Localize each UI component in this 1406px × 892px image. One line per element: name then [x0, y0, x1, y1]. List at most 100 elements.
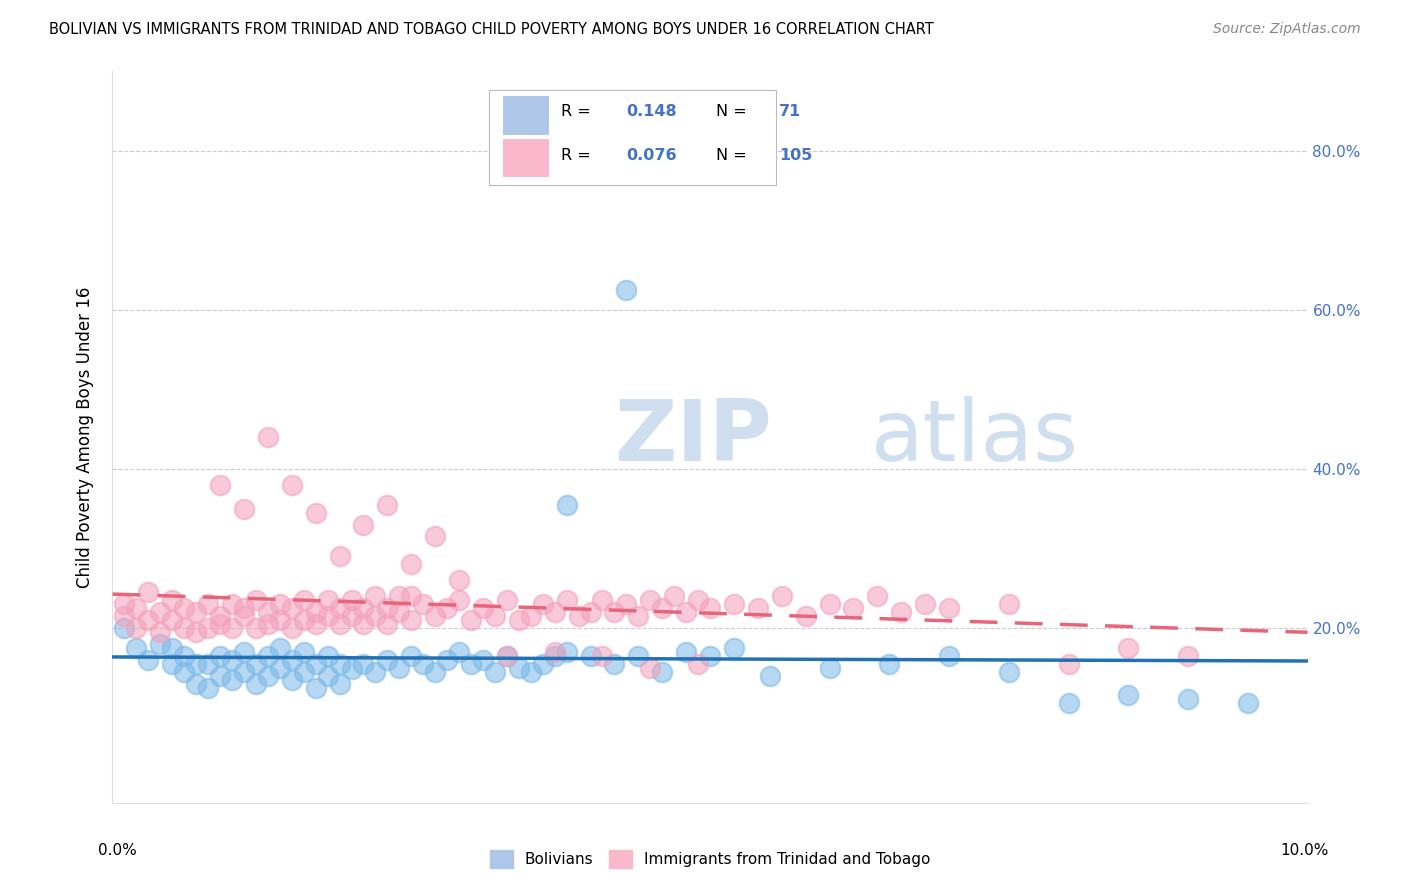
- Point: [221, 597, 243, 611]
- Text: 71: 71: [779, 103, 801, 119]
- Point: [340, 593, 363, 607]
- Point: [377, 653, 399, 667]
- Point: [364, 665, 387, 679]
- Point: [460, 613, 482, 627]
- Point: [149, 624, 172, 639]
- Text: 0.0%: 0.0%: [98, 843, 138, 858]
- Bar: [503, 96, 548, 135]
- Point: [377, 601, 399, 615]
- Point: [162, 613, 183, 627]
- Point: [257, 605, 280, 619]
- Text: 10.0%: 10.0%: [1281, 843, 1329, 858]
- Point: [543, 605, 565, 619]
- Point: [197, 681, 219, 695]
- Point: [401, 613, 423, 627]
- Point: [316, 668, 339, 682]
- Point: [531, 657, 554, 671]
- Point: [138, 585, 160, 599]
- Point: [138, 613, 160, 627]
- Point: [890, 605, 912, 619]
- Point: [305, 657, 328, 671]
- Point: [914, 597, 936, 611]
- Point: [233, 501, 256, 516]
- Point: [186, 624, 208, 639]
- Point: [508, 660, 530, 674]
- Point: [675, 645, 697, 659]
- Point: [221, 653, 243, 667]
- Point: [257, 668, 280, 682]
- Point: [484, 665, 506, 679]
- Point: [149, 605, 172, 619]
- Point: [412, 657, 434, 671]
- Point: [640, 593, 662, 607]
- Point: [472, 653, 495, 667]
- Point: [425, 529, 447, 543]
- Point: [292, 645, 315, 659]
- Bar: [489, 89, 776, 185]
- Point: [770, 589, 793, 603]
- Point: [496, 648, 519, 663]
- Point: [209, 609, 232, 624]
- Point: [699, 648, 721, 663]
- Point: [364, 609, 387, 624]
- Point: [377, 498, 399, 512]
- Point: [675, 605, 697, 619]
- Point: [329, 676, 352, 690]
- Text: 105: 105: [779, 148, 813, 163]
- Point: [460, 657, 482, 671]
- Point: [449, 645, 471, 659]
- Text: 0.148: 0.148: [627, 103, 678, 119]
- Point: [449, 573, 471, 587]
- Point: [209, 616, 232, 631]
- Point: [496, 648, 519, 663]
- Point: [281, 477, 304, 491]
- Point: [425, 665, 447, 679]
- Point: [257, 430, 280, 444]
- Point: [866, 589, 889, 603]
- Point: [436, 653, 458, 667]
- Point: [555, 645, 578, 659]
- Point: [723, 597, 745, 611]
- Point: [186, 605, 208, 619]
- Point: [353, 657, 375, 671]
- Point: [520, 665, 543, 679]
- Point: [281, 653, 304, 667]
- Point: [555, 593, 578, 607]
- Point: [688, 593, 710, 607]
- Point: [305, 681, 328, 695]
- Point: [186, 676, 208, 690]
- Point: [197, 621, 219, 635]
- Point: [316, 648, 339, 663]
- Point: [531, 597, 554, 611]
- Point: [353, 517, 375, 532]
- Point: [879, 657, 901, 671]
- Point: [1177, 648, 1199, 663]
- Point: [173, 601, 195, 615]
- Point: [592, 593, 614, 607]
- Point: [269, 613, 291, 627]
- Point: [818, 597, 841, 611]
- Point: [627, 648, 650, 663]
- Point: [627, 609, 650, 624]
- Point: [1118, 689, 1140, 703]
- Text: R =: R =: [561, 103, 596, 119]
- Point: [508, 613, 530, 627]
- Point: [340, 662, 363, 676]
- Point: [353, 601, 375, 615]
- Point: [592, 648, 614, 663]
- Point: [364, 589, 387, 603]
- Point: [292, 593, 315, 607]
- Point: [329, 657, 352, 671]
- Point: [938, 648, 960, 663]
- Point: [245, 593, 267, 607]
- Point: [221, 621, 243, 635]
- Point: [579, 648, 602, 663]
- Point: [221, 673, 243, 687]
- Point: [173, 648, 195, 663]
- Point: [938, 601, 960, 615]
- Point: [388, 589, 411, 603]
- Point: [401, 648, 423, 663]
- Point: [436, 601, 458, 615]
- Text: 0.076: 0.076: [627, 148, 678, 163]
- Point: [568, 609, 591, 624]
